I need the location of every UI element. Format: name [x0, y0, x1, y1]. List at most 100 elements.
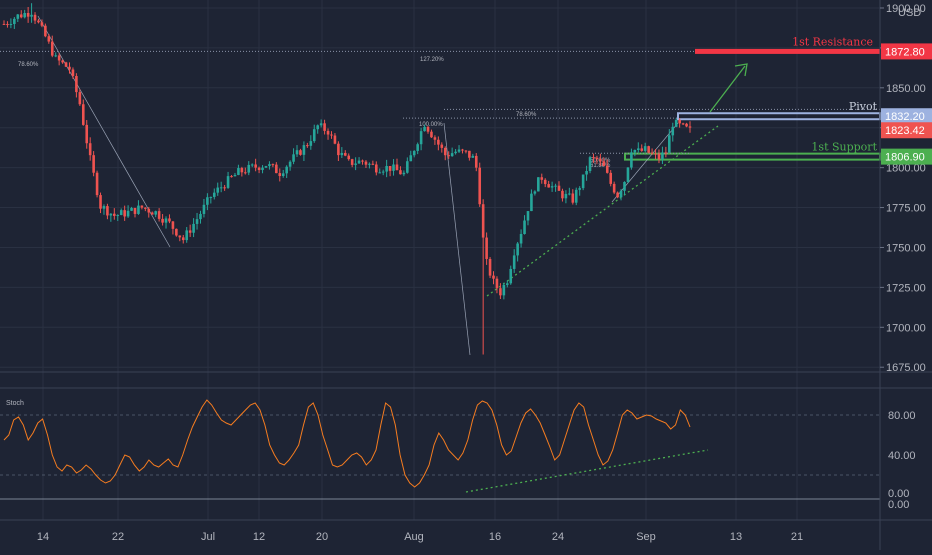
stoch-tick-label: 80.00 — [888, 410, 916, 422]
candle-body — [347, 155, 351, 160]
candle-body — [237, 168, 240, 175]
candle-body — [337, 143, 340, 156]
stochastic-layer — [0, 399, 880, 500]
date-tick-label: Jul — [201, 531, 215, 543]
fib-label: 78.60% — [516, 112, 537, 118]
price-tick-label: 1900.00 — [886, 3, 926, 15]
fib-label: 78.60% — [18, 62, 39, 68]
candle-body — [457, 149, 461, 152]
candle-body — [485, 237, 488, 259]
resistance-band — [695, 48, 880, 54]
candle-body — [113, 213, 116, 216]
candle-body — [368, 163, 371, 165]
candle-body — [450, 153, 454, 157]
support-price-tag-text: 1806.90 — [885, 152, 925, 164]
candle-body — [92, 155, 95, 173]
candle-body — [554, 185, 557, 187]
candle-body — [419, 131, 423, 145]
candle-body — [581, 174, 585, 189]
price-tick-label: 1775.00 — [886, 203, 926, 215]
candle-body — [147, 208, 151, 213]
candle-body — [130, 207, 133, 211]
candle-body — [57, 55, 61, 61]
candle-body — [626, 167, 630, 182]
candle-body — [137, 205, 140, 214]
candle-body — [195, 219, 199, 224]
resistance-label: 1st Resistance — [792, 35, 873, 48]
candle-body — [33, 14, 37, 21]
price-tick-label: 1675.00 — [886, 362, 926, 374]
date-tick-label: 21 — [791, 531, 803, 543]
candle-body — [495, 278, 499, 289]
candle-body — [212, 192, 216, 197]
candle-body — [454, 151, 457, 154]
candle-body — [47, 36, 51, 42]
candle-body — [64, 62, 68, 67]
candle-body — [30, 14, 33, 17]
candle-body — [402, 172, 406, 175]
price-tick-label: 1700.00 — [886, 322, 926, 334]
candle-body — [426, 126, 430, 132]
candle-body — [88, 143, 92, 156]
candle-body — [650, 152, 654, 154]
currency-label[interactable]: USD — [898, 7, 921, 19]
candle-body — [564, 193, 568, 199]
candle-body — [623, 181, 626, 191]
candle-body — [688, 126, 692, 128]
candle-body — [312, 129, 316, 142]
date-tick-label: 14 — [37, 531, 49, 543]
candle-body — [661, 152, 664, 160]
candle-body — [599, 159, 602, 162]
candle-body — [668, 135, 671, 153]
candle-body — [657, 153, 661, 160]
candle-body — [647, 146, 650, 153]
candle-body — [230, 176, 233, 178]
candle-body — [140, 205, 144, 208]
candle-body — [412, 150, 416, 156]
candle-body — [664, 152, 668, 154]
candle-body — [636, 148, 640, 150]
candle-body — [185, 230, 189, 241]
price-tick-label: 1750.00 — [886, 242, 926, 254]
candle-body — [281, 173, 285, 176]
candle-body — [409, 155, 413, 162]
date-tick-label: 22 — [112, 531, 124, 543]
candle-body — [37, 20, 40, 23]
candle-body — [502, 284, 506, 296]
candle-body — [244, 172, 247, 174]
date-tick-label: Aug — [404, 531, 424, 543]
candle-body — [519, 233, 523, 244]
candle-body — [526, 211, 530, 221]
stoch-trendline — [465, 449, 709, 493]
pivot-price-tag-text: 1832.20 — [885, 111, 925, 123]
candle-body — [202, 204, 206, 214]
candle-body — [468, 150, 471, 158]
candle-body — [547, 184, 550, 188]
current-price-tag-text: 1823.42 — [885, 125, 925, 137]
fib-connector — [37, 15, 171, 248]
candle-body — [144, 207, 147, 209]
candle-body — [175, 228, 178, 236]
candle-body — [306, 145, 309, 147]
stoch-line — [3, 399, 691, 488]
candle-body — [71, 69, 75, 77]
candle-body — [119, 210, 123, 216]
candle-body — [685, 123, 688, 127]
candle-body — [264, 166, 268, 168]
candle-body — [399, 170, 402, 175]
candle-body — [474, 155, 478, 168]
candle-body — [557, 185, 561, 191]
annotation-layer: 1st Resistance Pivot 1st Support 78.60% 127.… — [0, 15, 881, 356]
candle-body — [261, 167, 264, 171]
candle-body — [543, 179, 547, 185]
candle-body — [678, 119, 681, 124]
price-tick-label: 1725.00 — [886, 282, 926, 294]
fib-connector — [443, 122, 471, 356]
candle-body — [168, 218, 171, 222]
candle-body — [161, 218, 164, 223]
fib-connector — [611, 122, 679, 203]
candle-body — [671, 126, 675, 136]
